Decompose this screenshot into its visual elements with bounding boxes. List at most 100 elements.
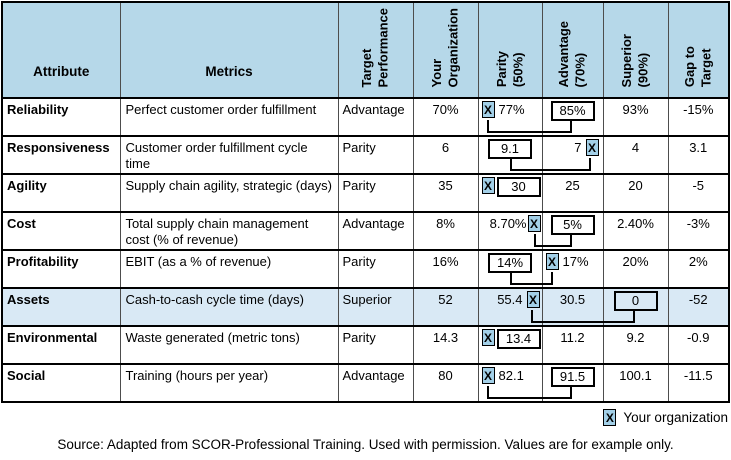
gap-cell: -5 [667, 173, 730, 213]
col-header-gap-to-target: Gap to Target [667, 1, 730, 99]
your-org-cell: 6 [412, 135, 479, 175]
attribute-cell: Cost [1, 211, 121, 251]
your-org-cell: 16% [412, 249, 479, 289]
attribute-cell: Responsiveness [1, 135, 121, 175]
attribute-cell: Reliability [1, 97, 121, 137]
target-cell: Parity [337, 325, 414, 365]
legend: X Your organization [603, 409, 728, 426]
your-org-marker: X [481, 101, 495, 118]
superior-cell: 20 [602, 173, 669, 213]
metric-cell: Waste generated (metric tons) [119, 325, 339, 365]
your-org-cell: 80 [412, 363, 479, 403]
cell-value: 17% [562, 254, 589, 269]
target-value-box: 0 [613, 291, 658, 311]
superior-cell: 2.40% [602, 211, 669, 251]
col-header-metrics: Metrics [119, 1, 339, 99]
metric-cell: Total supply chain management cost (% of… [119, 211, 339, 251]
gap-cell: -0.9 [667, 325, 730, 365]
metric-cell: Cash-to-cash cycle time (days) [119, 287, 339, 327]
superior-cell: 100.1 [602, 363, 669, 403]
benchmark-table: Attribute Metrics Target Performance Your… [1, 1, 730, 403]
gap-cell: -52 [667, 287, 730, 327]
cell-value: 8.70% [489, 216, 527, 231]
your-org-marker: X [527, 215, 541, 232]
metric-cell: Training (hours per year) [119, 363, 339, 403]
advantage-cell: 25 [541, 173, 604, 213]
col-header-superior: Superior (90%) [602, 1, 669, 99]
connector-line-cost [534, 234, 572, 247]
table-row-responsiveness: Responsiveness Customer order fulfillmen… [1, 135, 730, 175]
cell-value: 77% [498, 102, 525, 117]
target-cell: Advantage [337, 97, 414, 137]
target-value-box: 30 [496, 177, 541, 197]
attribute-cell: Profitability [1, 249, 121, 289]
header-row: Attribute Metrics Target Performance Your… [1, 1, 730, 99]
col-header-attribute-label: Attribute [33, 64, 90, 79]
col-header-attribute: Attribute [1, 1, 121, 99]
parity-cell: X 30 [477, 173, 543, 213]
gap-cell: -3% [667, 211, 730, 251]
your-org-cell: 52 [412, 287, 479, 327]
your-org-marker: X [481, 329, 495, 346]
your-org-marker: X [481, 367, 495, 384]
cell-value: 82.1 [498, 368, 524, 383]
target-value-box: 85% [550, 101, 595, 121]
target-cell: Parity [337, 135, 414, 175]
your-org-marker: X [545, 253, 559, 270]
table-row-social: Social Training (hours per year) Advanta… [1, 363, 730, 403]
legend-label: Your organization [623, 410, 728, 425]
table-row-cost: Cost Total supply chain management cost … [1, 211, 730, 251]
parity-cell: X 13.4 [477, 325, 543, 365]
cell-value: 7 [574, 140, 582, 155]
target-cell: Parity [337, 173, 414, 213]
target-cell: Parity [337, 249, 414, 289]
gap-cell: -15% [667, 97, 730, 137]
attribute-cell: Agility [1, 173, 121, 213]
your-org-cell: 35 [412, 173, 479, 213]
your-org-cell: 8% [412, 211, 479, 251]
metric-cell: Supply chain agility, strategic (days) [119, 173, 339, 213]
cell-value: 55.4 [497, 292, 523, 307]
connector-line-reliability [487, 120, 572, 133]
metric-cell: EBIT (as a % of revenue) [119, 249, 339, 289]
gap-cell: 3.1 [667, 135, 730, 175]
advantage-cell: 5% [541, 211, 604, 251]
superior-cell: 9.2 [602, 325, 669, 365]
target-value-box: 14% [488, 253, 532, 273]
advantage-cell: 91.5 [541, 363, 604, 403]
source-note: Source: Adapted from SCOR-Professional T… [57, 437, 674, 452]
superior-cell: 20% [602, 249, 669, 289]
your-org-cell: 14.3 [412, 325, 479, 365]
target-value-box: 91.5 [550, 367, 595, 387]
your-org-marker: X [526, 291, 540, 308]
target-cell: Advantage [337, 211, 414, 251]
attribute-cell: Environmental [1, 325, 121, 365]
your-org-marker: X [585, 139, 599, 156]
connector-line-social [487, 386, 572, 399]
connector-line-profitability [510, 272, 553, 285]
your-org-marker: X [481, 177, 495, 194]
connector-line-responsiveness [510, 158, 591, 171]
target-value-box: 9.1 [488, 139, 532, 159]
advantage-cell: 30.5 [541, 287, 604, 327]
table-row-assets: Assets Cash-to-cash cycle time (days) Su… [1, 287, 730, 327]
col-header-parity: Parity (50%) [477, 1, 543, 99]
col-header-your-organization: Your Organization [412, 1, 479, 99]
legend-marker-icon: X [603, 409, 617, 426]
attribute-cell: Assets [1, 287, 121, 327]
table-row-profitability: Profitability EBIT (as a % of revenue) P… [1, 249, 730, 289]
target-cell: Superior [337, 287, 414, 327]
col-header-metrics-label: Metrics [205, 64, 253, 79]
gap-cell: 2% [667, 249, 730, 289]
target-cell: Advantage [337, 363, 414, 403]
parity-cell: 8.70% X [477, 211, 543, 251]
col-header-advantage: Advantage (70%) [541, 1, 604, 99]
superior-cell: 93% [602, 97, 669, 137]
connector-line-assets [531, 310, 635, 323]
table-row-reliability: Reliability Perfect customer order fulfi… [1, 97, 730, 137]
advantage-cell: 85% [541, 97, 604, 137]
advantage-cell: 11.2 [541, 325, 604, 365]
metric-cell: Perfect customer order fulfillment [119, 97, 339, 137]
